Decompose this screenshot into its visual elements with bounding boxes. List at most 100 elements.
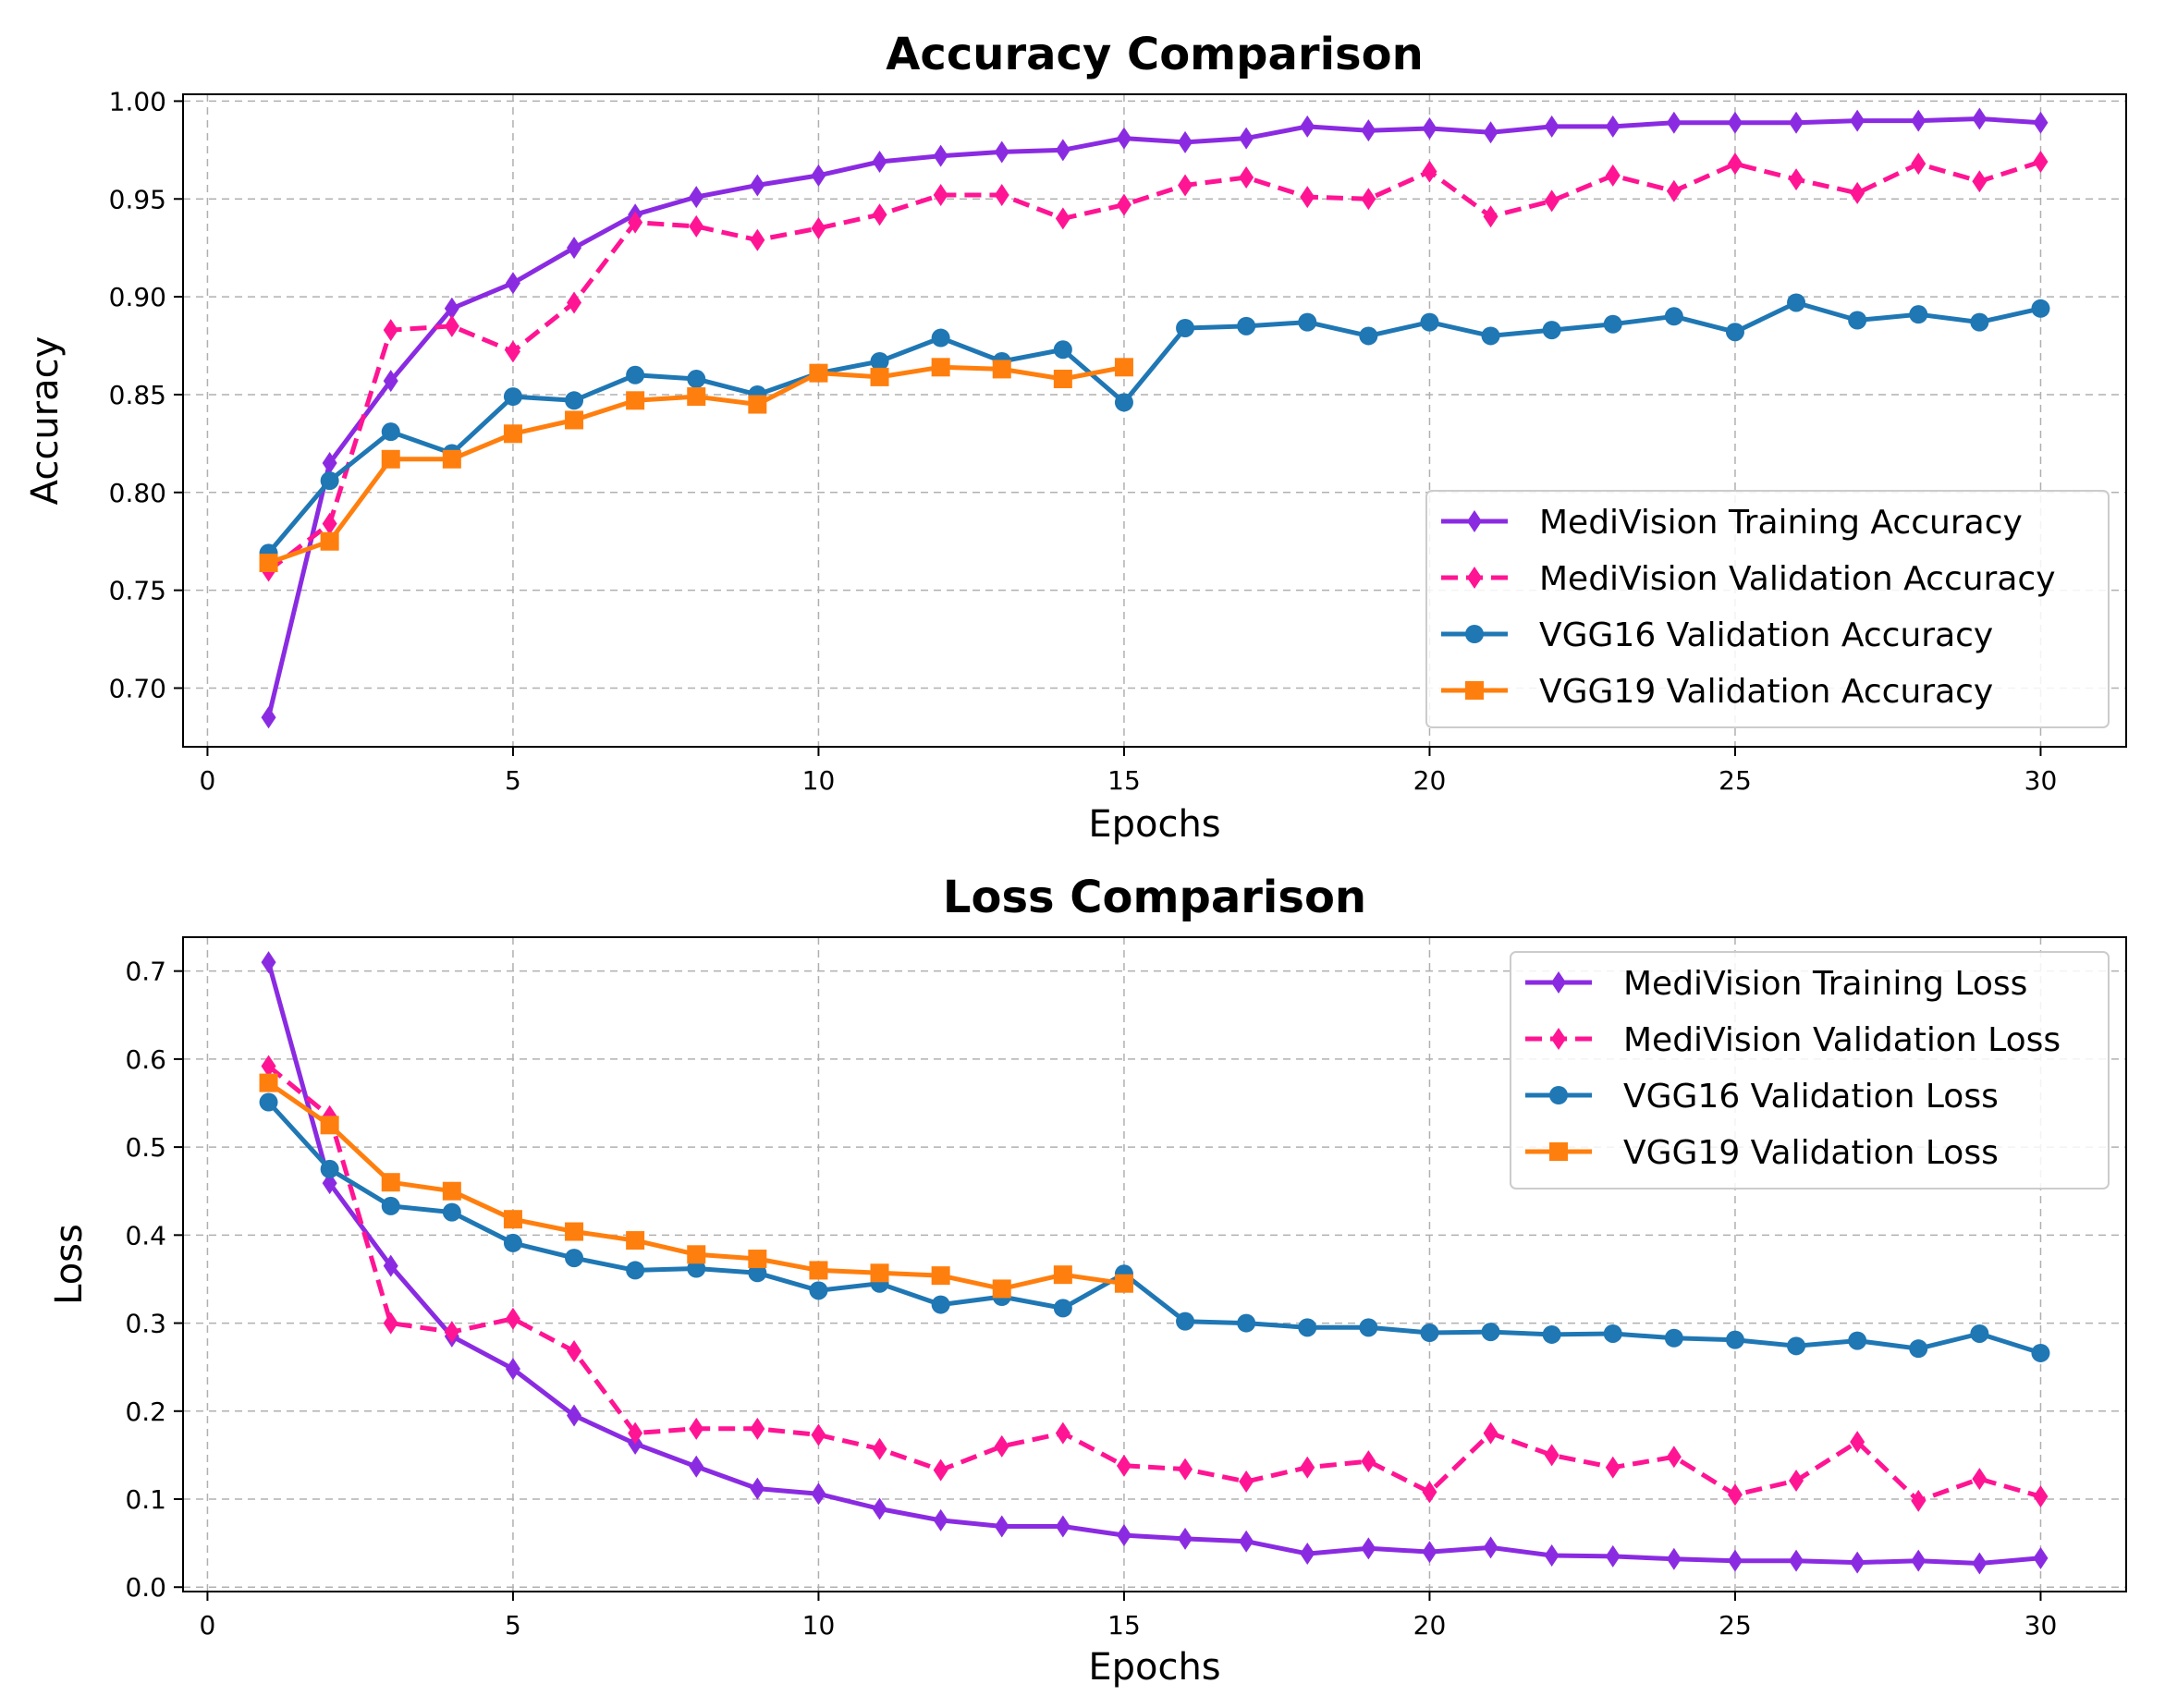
loss-point-0-20 (1483, 1536, 1498, 1559)
accuracy-point-0-24 (1727, 111, 1743, 134)
loss-point-3-2 (381, 1173, 400, 1192)
loss-point-0-28 (1972, 1552, 1988, 1575)
loss-point-1-17 (1300, 1456, 1315, 1479)
loss-point-1-2 (383, 1312, 398, 1335)
accuracy-point-2-4 (503, 387, 522, 407)
loss-point-3-13 (1053, 1265, 1072, 1285)
loss-point-0-18 (1361, 1537, 1376, 1560)
loss-point-2-17 (1298, 1318, 1317, 1337)
accuracy-point-2-7 (687, 370, 706, 389)
loss-point-0-17 (1300, 1543, 1315, 1566)
accuracy-point-0-8 (750, 174, 765, 197)
loss-series-line-1 (266, 1064, 2042, 1504)
loss-point-1-10 (872, 1437, 887, 1460)
accuracy-point-0-2 (383, 370, 398, 393)
loss-point-1-13 (1055, 1421, 1070, 1445)
loss-legend-label-2: VGG16 Validation Loss (1623, 1078, 1999, 1116)
accuracy-point-1-13 (1055, 207, 1070, 230)
accuracy-point-2-14 (1114, 393, 1133, 412)
accuracy-point-1-18 (1361, 188, 1376, 211)
accuracy-xtick-label-3: 15 (1107, 765, 1141, 796)
accuracy-ytick-label-0: 0.70 (109, 673, 166, 703)
loss-point-3-1 (320, 1116, 339, 1135)
accuracy-point-1-28 (1972, 170, 1988, 193)
loss-point-1-29 (2033, 1485, 2049, 1508)
loss-point-1-24 (1727, 1483, 1743, 1507)
accuracy-point-0-5 (567, 237, 582, 260)
accuracy-point-2-19 (1420, 312, 1439, 332)
loss-point-2-18 (1359, 1318, 1378, 1337)
loss-point-0-19 (1422, 1541, 1437, 1564)
accuracy-point-3-5 (565, 410, 584, 430)
loss-point-1-0 (261, 1055, 276, 1078)
loss-point-1-6 (628, 1421, 643, 1445)
accuracy-point-3-6 (626, 391, 645, 410)
loss-point-0-5 (567, 1404, 582, 1427)
loss-point-1-28 (1972, 1468, 1988, 1491)
accuracy-xtick-label-4: 20 (1413, 765, 1447, 796)
loss-xtick-label-4: 20 (1413, 1610, 1447, 1641)
accuracy-point-1-22 (1605, 164, 1621, 187)
loss-legend-label-0: MediVision Training Loss (1623, 965, 2027, 1003)
accuracy-xtick-label-0: 0 (200, 765, 216, 796)
accuracy-point-3-9 (809, 363, 828, 383)
loss-point-2-7 (687, 1259, 706, 1278)
loss-point-1-18 (1361, 1450, 1376, 1473)
accuracy-legend-label-1: MediVision Validation Accuracy (1539, 560, 2056, 598)
loss-point-2-24 (1725, 1330, 1744, 1349)
loss-point-0-9 (811, 1482, 826, 1506)
loss-ytick-label-4: 0.4 (125, 1220, 166, 1250)
loss-point-3-12 (992, 1279, 1011, 1299)
accuracy-point-1-11 (933, 184, 948, 207)
accuracy-legend-label-2: VGG16 Validation Accuracy (1539, 616, 1993, 654)
accuracy-point-1-19 (1422, 160, 1437, 183)
loss-xtick-label-2: 10 (802, 1610, 836, 1641)
loss-point-1-3 (444, 1321, 459, 1344)
accuracy-axes-frame (182, 93, 2127, 748)
accuracy-legend-marker-2 (1465, 625, 1484, 643)
loss-point-2-2 (381, 1196, 400, 1215)
loss-point-1-9 (811, 1423, 826, 1446)
loss-point-1-11 (933, 1458, 948, 1482)
accuracy-point-2-26 (1848, 311, 1867, 330)
loss-point-3-5 (565, 1222, 584, 1241)
loss-point-2-4 (503, 1233, 522, 1252)
loss-legend-marker-1 (1551, 1028, 1566, 1050)
loss-point-1-22 (1605, 1456, 1621, 1479)
loss-point-0-8 (750, 1477, 765, 1500)
loss-point-0-15 (1178, 1527, 1193, 1550)
accuracy-point-2-25 (1787, 293, 1806, 312)
loss-series-line-0 (266, 961, 2041, 1566)
accuracy-point-2-13 (1053, 340, 1072, 360)
accuracy-point-2-29 (2031, 299, 2050, 318)
loss-point-2-27 (1909, 1339, 1928, 1359)
loss-point-0-10 (872, 1497, 887, 1520)
loss-point-2-19 (1420, 1324, 1439, 1343)
loss-point-3-3 (442, 1181, 461, 1201)
loss-point-2-25 (1787, 1336, 1806, 1356)
accuracy-point-0-9 (811, 164, 826, 187)
loss-point-3-7 (687, 1245, 706, 1264)
accuracy-series-line-2 (266, 300, 2042, 555)
accuracy-legend-marker-3 (1465, 681, 1484, 700)
accuracy-point-3-11 (931, 358, 950, 377)
accuracy-series-1 (261, 151, 2049, 582)
loss-point-0-23 (1666, 1547, 1682, 1570)
accuracy-ytick-label-4: 0.90 (109, 282, 166, 312)
loss-point-3-4 (503, 1210, 522, 1229)
accuracy-ylabel: Accuracy (24, 336, 67, 506)
accuracy-point-0-22 (1605, 115, 1621, 138)
loss-xtick-label-3: 15 (1107, 1610, 1141, 1641)
accuracy-legend-box (1425, 490, 2110, 728)
loss-point-1-20 (1483, 1421, 1498, 1445)
accuracy-point-0-18 (1361, 119, 1376, 142)
loss-point-2-28 (1970, 1324, 1989, 1343)
loss-point-1-15 (1178, 1458, 1193, 1481)
loss-point-0-25 (1789, 1549, 1804, 1572)
loss-point-2-6 (626, 1261, 645, 1280)
accuracy-point-1-10 (872, 203, 887, 226)
accuracy-point-0-4 (505, 272, 520, 295)
accuracy-ytick-label-3: 0.85 (109, 380, 166, 410)
accuracy-chart: 0 5 10 15 20 25 30 0.70 0.75 0.80 0.85 0.90 0.95 1.00… (24, 29, 2127, 846)
accuracy-point-2-10 (870, 351, 889, 371)
